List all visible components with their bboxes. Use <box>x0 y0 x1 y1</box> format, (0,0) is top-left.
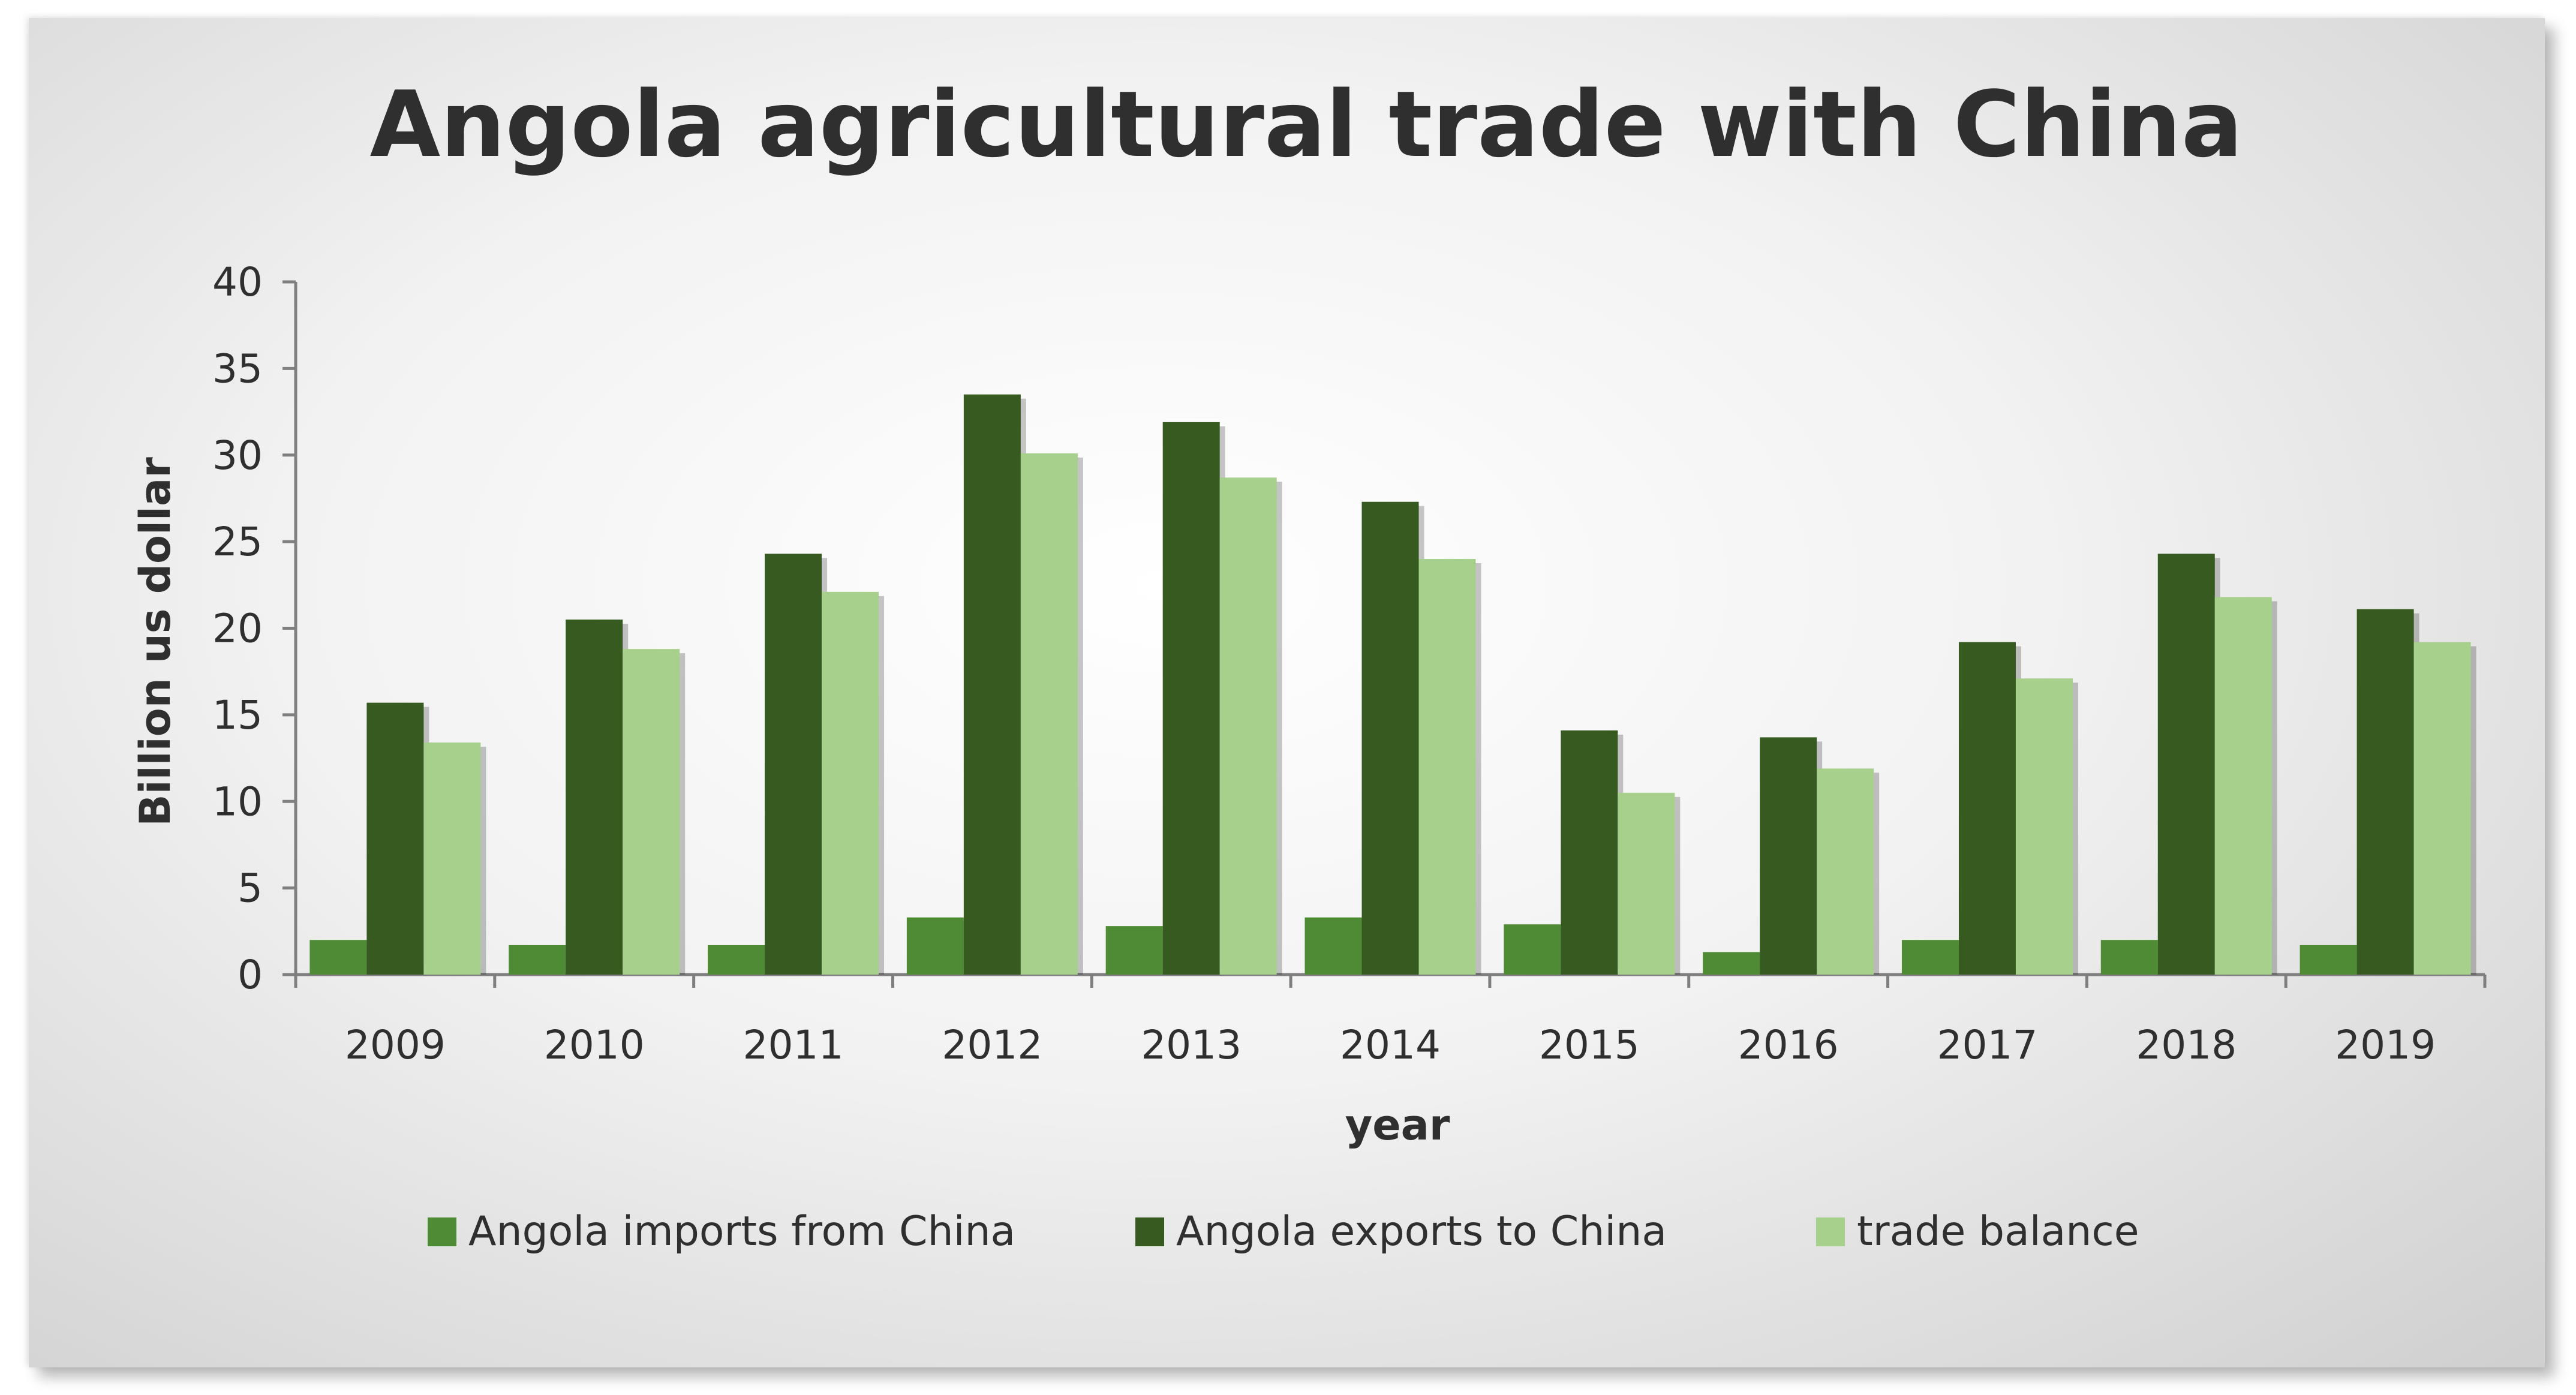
bar-trade-balance-2014 <box>1418 559 1476 975</box>
x-tick-label: 2017 <box>1937 1022 2037 1068</box>
chart-canvas: Angola agricultural trade with China Bil… <box>131 71 2487 1255</box>
y-tick-label: 20 <box>212 606 263 652</box>
x-tick-label: 2015 <box>1539 1022 1640 1068</box>
legend-label: trade balance <box>1857 1208 2139 1255</box>
y-tick-label: 10 <box>212 778 263 825</box>
bar-angola-exports-to-china-2019 <box>2356 609 2414 975</box>
x-tick-label: 2019 <box>2335 1022 2436 1068</box>
bar-angola-imports-from-china-2015 <box>1504 924 1561 975</box>
x-tick-label: 2018 <box>2136 1022 2237 1068</box>
bar-angola-exports-to-china-2016 <box>1760 737 1817 975</box>
chart-frame: Angola agricultural trade with China Bil… <box>29 18 2545 1367</box>
x-tick-label: 2016 <box>1738 1022 1839 1068</box>
bar-angola-imports-from-china-2016 <box>1703 952 1760 975</box>
legend-swatch <box>1135 1217 1164 1246</box>
y-tick-label: 5 <box>238 865 263 912</box>
bar-angola-exports-to-china-2010 <box>566 620 623 975</box>
legend-swatch <box>1816 1217 1845 1246</box>
legend: Angola imports from China Angola exports … <box>428 1208 2139 1255</box>
x-tick-label: 2011 <box>743 1022 844 1068</box>
x-tick-label: 2010 <box>544 1022 645 1068</box>
bar-angola-exports-to-china-2014 <box>1361 501 1419 975</box>
bar-angola-exports-to-china-2009 <box>366 702 424 975</box>
bar-angola-imports-from-china-2017 <box>1901 940 1959 975</box>
legend-item-1: Angola exports to China <box>1135 1208 1667 1255</box>
bar-trade-balance-2009 <box>423 742 481 975</box>
bar-angola-imports-from-china-2012 <box>906 917 964 975</box>
bar-angola-imports-from-china-2009 <box>309 940 367 975</box>
legend-label: Angola exports to China <box>1176 1208 1667 1255</box>
y-tick-label: 40 <box>212 259 263 305</box>
bar-angola-exports-to-china-2011 <box>765 554 822 975</box>
tick-labels: 0 5 10 15 20 25 30 35 40 2009 2010 2011 2012 2013 2014… <box>212 259 2436 1068</box>
bar-angola-exports-to-china-2017 <box>1958 642 2016 975</box>
bar-angola-imports-from-china-2011 <box>708 945 765 975</box>
legend-item-0: Angola imports from China <box>428 1208 1015 1255</box>
bar-trade-balance-2015 <box>1618 792 1675 975</box>
y-tick-label: 25 <box>212 519 263 565</box>
y-tick-label: 15 <box>212 692 263 738</box>
bar-angola-imports-from-china-2014 <box>1304 917 1362 975</box>
x-tick-label: 2013 <box>1141 1022 1242 1068</box>
legend-item-2: trade balance <box>1816 1208 2139 1255</box>
bar-trade-balance-2012 <box>1020 453 1078 975</box>
bar-trade-balance-2016 <box>1817 768 1874 975</box>
bar-angola-exports-to-china-2013 <box>1162 422 1220 975</box>
bar-trade-balance-2019 <box>2413 642 2471 975</box>
y-tick-label: 0 <box>238 952 263 998</box>
chart-title: Angola agricultural trade with China <box>370 71 2243 178</box>
x-tick-label: 2009 <box>345 1022 446 1068</box>
y-tick-label: 35 <box>212 345 263 392</box>
legend-label: Angola imports from China <box>468 1208 1015 1255</box>
bar-trade-balance-2017 <box>2015 678 2073 975</box>
bars-layer <box>309 394 2476 975</box>
x-tick-label: 2012 <box>942 1022 1042 1068</box>
bar-angola-exports-to-china-2012 <box>963 394 1021 975</box>
bar-trade-balance-2018 <box>2214 597 2272 975</box>
x-tick-label: 2014 <box>1340 1022 1441 1068</box>
bar-trade-balance-2010 <box>623 649 680 975</box>
bar-angola-imports-from-china-2013 <box>1105 926 1163 975</box>
bar-angola-exports-to-china-2018 <box>2157 554 2215 975</box>
y-tick-label: 30 <box>212 432 263 479</box>
bar-trade-balance-2013 <box>1219 477 1277 975</box>
bar-angola-exports-to-china-2015 <box>1561 730 1618 975</box>
legend-swatch <box>428 1217 456 1246</box>
x-axis-title: year <box>1345 1101 1450 1150</box>
y-axis-title: Billion us dollar <box>131 457 180 826</box>
bar-trade-balance-2011 <box>822 591 879 975</box>
bar-angola-imports-from-china-2018 <box>2100 940 2158 975</box>
bar-angola-imports-from-china-2010 <box>509 945 566 975</box>
bar-angola-imports-from-china-2019 <box>2300 945 2357 975</box>
